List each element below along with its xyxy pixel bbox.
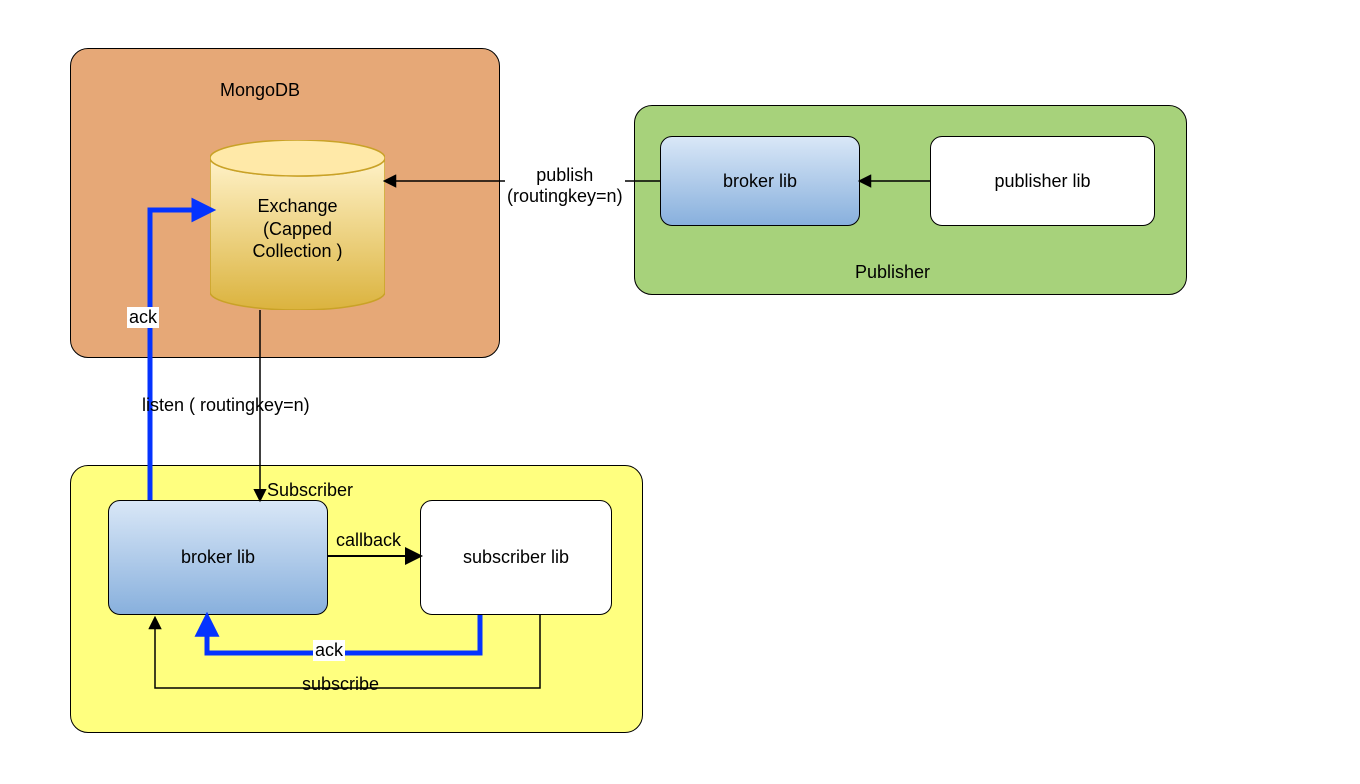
broker-sub-label: broker lib xyxy=(181,547,255,568)
node-subscriber-lib: subscriber lib xyxy=(420,500,612,615)
edge-label-ack-exchange: ack xyxy=(127,307,159,328)
edge-label-publish: publish (routingkey=n) xyxy=(505,165,625,207)
subscriber-label: Subscriber xyxy=(267,480,353,501)
node-broker-lib-subscriber: broker lib xyxy=(108,500,328,615)
mongodb-label: MongoDB xyxy=(220,80,300,101)
edge-label-listen: listen ( routingkey=n) xyxy=(140,395,312,416)
edge-label-callback: callback xyxy=(334,530,403,551)
node-publisher-lib: publisher lib xyxy=(930,136,1155,226)
publisher-label: Publisher xyxy=(855,262,930,283)
publisher-lib-label: publisher lib xyxy=(994,171,1090,192)
broker-pub-label: broker lib xyxy=(723,171,797,192)
subscriber-lib-label: subscriber lib xyxy=(463,547,569,568)
edge-label-ack-subscriber: ack xyxy=(313,640,345,661)
diagram-canvas: MongoDB Publisher Subscriber Exchange (C… xyxy=(0,0,1360,784)
exchange-label: Exchange (Capped Collection ) xyxy=(210,195,385,263)
edge-label-subscribe: subscribe xyxy=(300,674,381,695)
node-broker-lib-publisher: broker lib xyxy=(660,136,860,226)
